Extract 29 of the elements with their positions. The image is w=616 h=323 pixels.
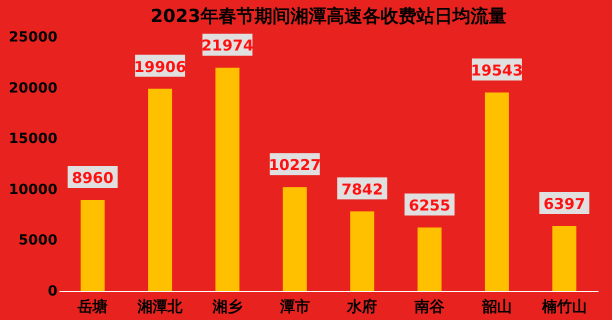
data-label: 6397	[543, 195, 586, 214]
y-tick-label: 25000	[8, 30, 58, 46]
y-tick-label: 5000	[18, 232, 58, 249]
data-label: 19543	[470, 61, 524, 80]
x-tick-label: 南谷	[414, 298, 446, 316]
x-tick-label: 潭市	[278, 298, 310, 316]
y-tick-label: 10000	[8, 182, 58, 198]
data-label: 6255	[408, 196, 450, 214]
bar	[80, 200, 105, 291]
bar	[418, 227, 442, 291]
bar	[552, 226, 576, 291]
x-tick-label: 湘乡	[211, 298, 242, 316]
x-tick-label: 韶山	[480, 298, 512, 316]
data-label: 7842	[341, 180, 384, 198]
x-tick-label: 水府	[346, 298, 378, 316]
x-tick-label: 岳塘	[76, 298, 108, 316]
chart-title: 2023年春节期间湘潭高速各收费站日均流量	[150, 6, 507, 27]
data-label: 10227	[268, 156, 321, 174]
y-tick-label: 0	[48, 284, 58, 300]
bar	[215, 68, 240, 291]
data-label: 8960	[72, 168, 114, 187]
bar	[484, 92, 509, 291]
y-tick-label: 20000	[8, 80, 58, 96]
x-tick-label: 楠竹山	[540, 298, 587, 316]
bar	[148, 88, 172, 291]
bar	[350, 211, 374, 291]
x-tick-label: 湘潭北	[136, 298, 184, 316]
bar	[282, 187, 307, 291]
y-tick-label: 15000	[8, 131, 58, 148]
